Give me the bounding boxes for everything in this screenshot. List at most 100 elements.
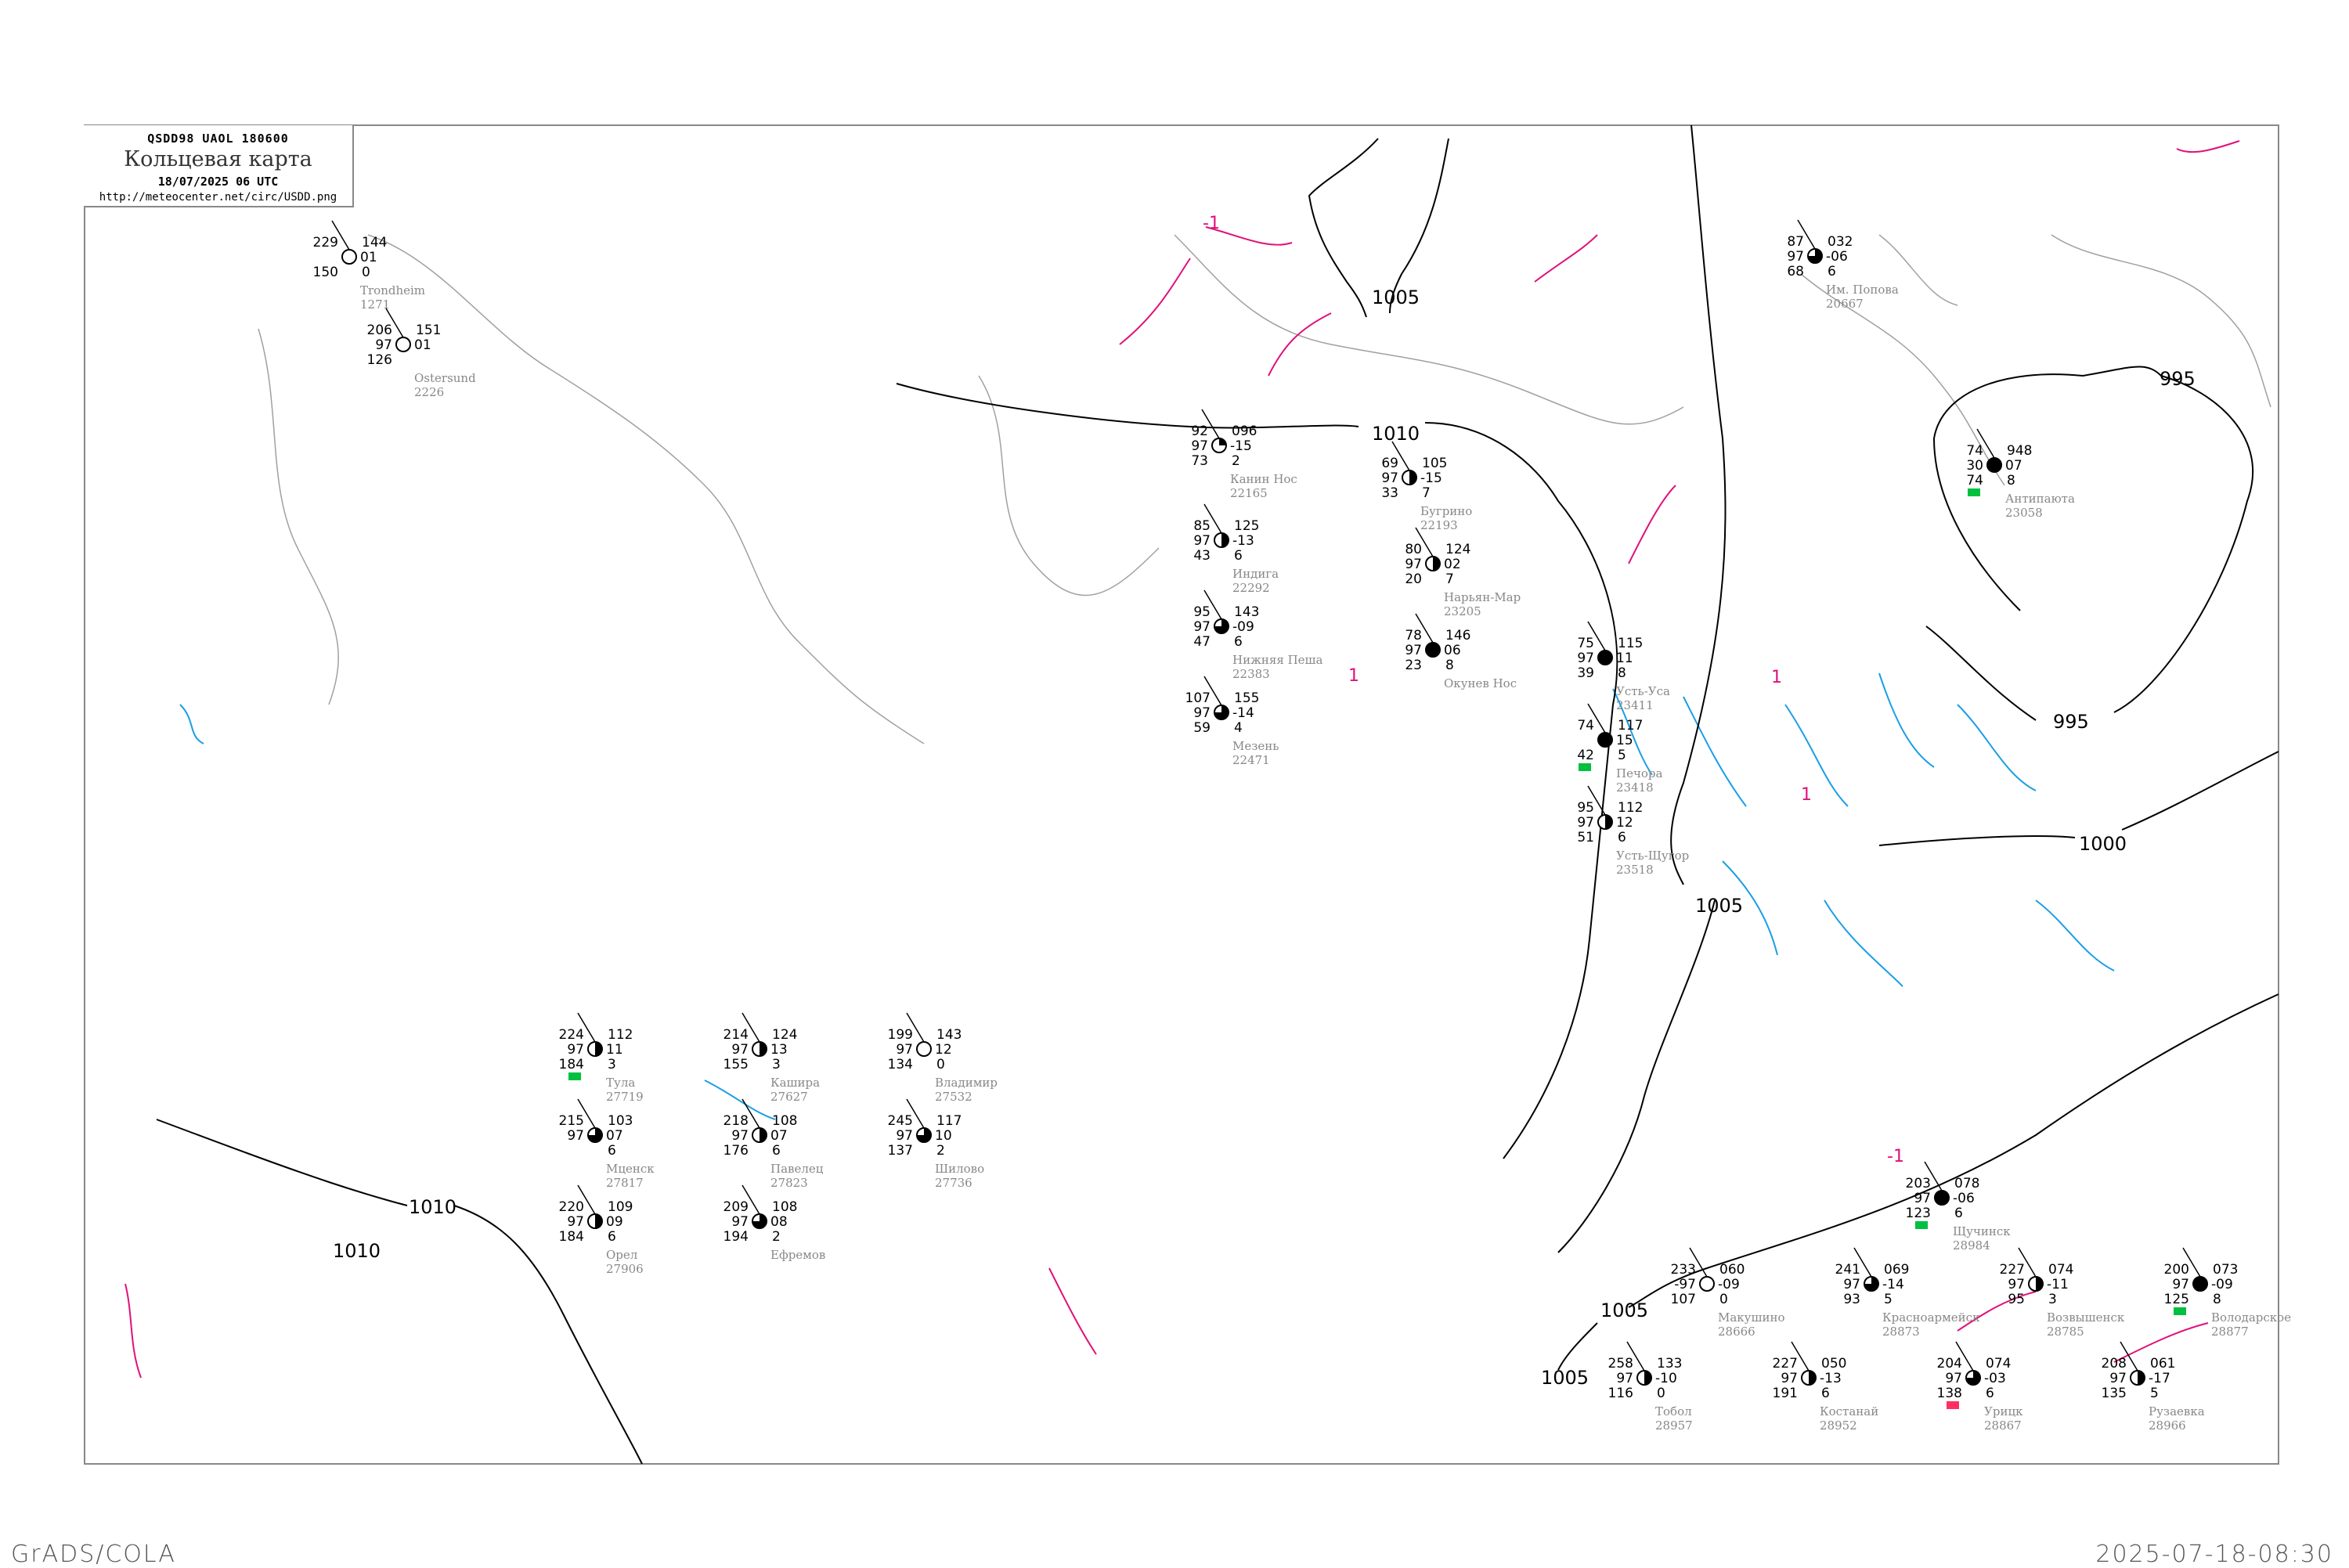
- station-ml: 97: [375, 337, 392, 353]
- station-id: 23411: [1616, 698, 1654, 712]
- station-tl: 203: [1906, 1176, 1931, 1191]
- coastlines: [258, 234, 2271, 744]
- station-name: Мценск: [606, 1162, 655, 1176]
- station-name: Тобол: [1655, 1404, 1692, 1418]
- station-mr: 02: [1444, 557, 1461, 572]
- station-ml: 97: [1405, 557, 1422, 572]
- station-bl: 135: [2102, 1386, 2127, 1401]
- station-id: 28966: [2149, 1418, 2186, 1433]
- station-ml: 97: [731, 1042, 749, 1058]
- station-bl: 74: [1966, 473, 1983, 488]
- station-tl: 74: [1966, 443, 1983, 459]
- isotherm-label: -1: [1887, 1147, 1904, 1166]
- cloud-cover-fill: [1808, 249, 1822, 263]
- wind-barb: [1976, 428, 1995, 459]
- isotherm-label: -1: [1203, 214, 1220, 233]
- station-id: 22383: [1232, 667, 1270, 681]
- wind-barb: [1955, 1341, 1974, 1372]
- station-name: Щучинск: [1953, 1224, 2011, 1238]
- precip-marker: [1579, 763, 1591, 771]
- station-bl: 137: [888, 1143, 913, 1159]
- station-ml: 97: [567, 1128, 584, 1144]
- station-br: 6: [1954, 1206, 1963, 1221]
- cloud-cover-fill: [1605, 815, 1612, 829]
- station-id: 1271: [360, 297, 390, 312]
- station-bl: 150: [313, 265, 338, 280]
- cloud-cover-fill: [595, 1042, 602, 1056]
- cloud-cover-circle: [395, 337, 411, 352]
- cloud-cover-fill: [917, 1128, 931, 1142]
- station-ml: -97: [1674, 1277, 1696, 1292]
- station-tr: 078: [1954, 1176, 1979, 1191]
- station-tl: 206: [367, 323, 392, 338]
- precip-marker: [1915, 1221, 1928, 1229]
- wind-barb: [742, 1184, 760, 1215]
- station-ml: 97: [2172, 1277, 2189, 1292]
- cloud-cover-fill: [1966, 1371, 1980, 1385]
- bulletin-code: QSDD98 UAOL 180600: [147, 132, 289, 146]
- station-tr: 146: [1445, 628, 1470, 643]
- station-mr: -03: [1984, 1371, 2006, 1386]
- isobar-label: 995: [2160, 368, 2196, 390]
- station-br: 7: [1422, 485, 1431, 501]
- wind-barb: [1391, 441, 1410, 471]
- wind-barb: [2120, 1341, 2138, 1372]
- station-br: 6: [1828, 264, 1836, 279]
- station-bl: 125: [2164, 1292, 2189, 1307]
- station-mr: 06: [1444, 643, 1461, 658]
- station-bl: 155: [723, 1057, 749, 1072]
- isobars: [156, 124, 2279, 1465]
- station-tl: 80: [1405, 542, 1422, 557]
- station-bl: 123: [1906, 1206, 1931, 1221]
- station-mr: -13: [1232, 533, 1254, 549]
- isobar-label: 995: [2053, 711, 2089, 733]
- isobar-label: 1010: [1372, 423, 1420, 445]
- station-tl: 208: [2102, 1356, 2127, 1372]
- station-tl: 200: [2164, 1262, 2189, 1278]
- station-mr: -11: [2047, 1277, 2069, 1292]
- station-tl: 215: [559, 1113, 584, 1129]
- cloud-cover-fill: [752, 1214, 767, 1228]
- station-mr: 15: [1616, 733, 1633, 748]
- station-mr: 12: [935, 1042, 952, 1058]
- station-mr: -15: [1230, 438, 1252, 454]
- cloud-cover-fill: [1864, 1277, 1878, 1291]
- station-mr: -14: [1232, 705, 1254, 721]
- precip-marker: [1968, 488, 1980, 496]
- station-name: Нижняя Пеша: [1232, 653, 1322, 667]
- station-bl: 191: [1773, 1386, 1798, 1401]
- station-ml: 97: [1577, 815, 1594, 831]
- wind-barb: [906, 1098, 925, 1129]
- station-id: 28873: [1882, 1325, 1920, 1339]
- station-tl: 214: [723, 1027, 749, 1043]
- wind-barb: [1853, 1247, 1872, 1278]
- cloud-cover-fill: [1644, 1371, 1651, 1385]
- wind-barb: [1203, 589, 1222, 620]
- station-bl: 126: [367, 352, 392, 368]
- station-mr: 11: [606, 1042, 623, 1058]
- station-name: Павелец: [770, 1162, 824, 1176]
- isotherm-label: 1: [1348, 666, 1359, 686]
- precip-marker: [1947, 1401, 1959, 1409]
- station-id: 28877: [2211, 1325, 2249, 1339]
- station-mr: -10: [1655, 1371, 1677, 1386]
- station-br: 8: [2007, 473, 2015, 488]
- station-tr: 074: [2048, 1262, 2073, 1278]
- station-bl: 107: [1671, 1292, 1696, 1307]
- station-bl: 134: [888, 1057, 913, 1072]
- cloud-cover-fill: [1219, 438, 1226, 445]
- station-mr: -09: [1718, 1277, 1740, 1292]
- station-tr: 032: [1828, 234, 1853, 250]
- isotherm-label: 1: [1771, 668, 1782, 687]
- station-name: Антипаюта: [2005, 492, 2075, 506]
- station-id: 28867: [1984, 1418, 2022, 1433]
- station-id: 22471: [1232, 753, 1270, 767]
